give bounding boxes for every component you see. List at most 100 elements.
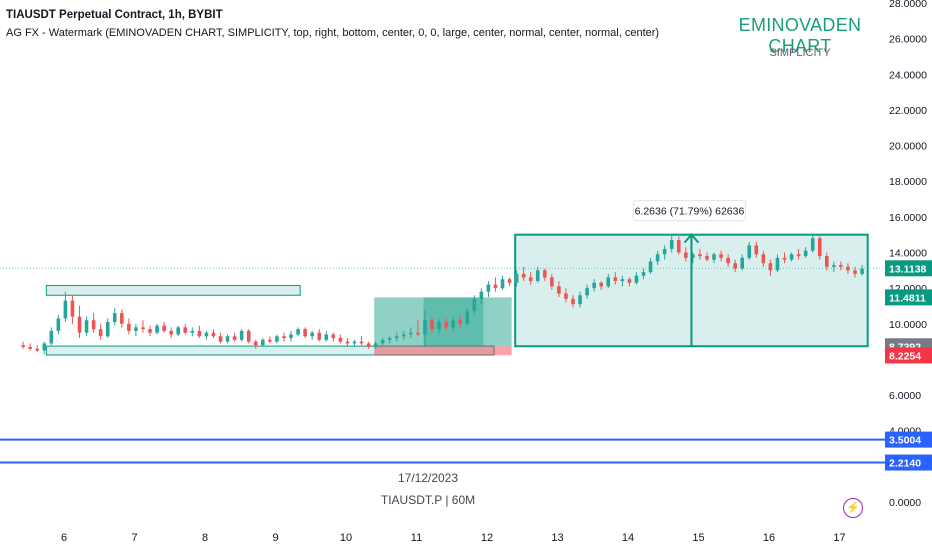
candle <box>620 279 625 282</box>
candle <box>641 272 646 276</box>
candle <box>493 284 498 289</box>
measure-label-box <box>632 200 746 222</box>
x-tick-label: 6 <box>61 532 67 544</box>
x-tick-label: 12 <box>481 532 493 544</box>
candle <box>42 343 47 351</box>
candle <box>698 254 702 257</box>
candle <box>91 320 96 330</box>
candle <box>437 322 441 330</box>
candle <box>77 316 82 333</box>
candle <box>359 341 364 344</box>
y-tick-label: 20.0000 <box>889 141 927 153</box>
candle <box>430 320 434 330</box>
x-tick-label: 14 <box>622 532 634 544</box>
candle <box>112 313 117 323</box>
candle <box>578 295 582 305</box>
candle <box>655 254 660 262</box>
candle <box>35 348 40 351</box>
position-loss-box[interactable] <box>374 346 512 356</box>
candle <box>472 298 477 312</box>
candle <box>105 322 110 337</box>
x-tick-label: 9 <box>272 532 278 544</box>
candle <box>754 245 759 255</box>
candle <box>190 330 195 333</box>
candle <box>338 338 343 342</box>
measure-label: 6.2636 (71.79%) 62636 <box>635 206 745 218</box>
y-tick-label: 24.0000 <box>889 69 927 81</box>
candle <box>486 284 491 292</box>
candle <box>204 332 209 337</box>
x-tick-label: 13 <box>551 532 563 544</box>
candle <box>282 336 286 339</box>
candle <box>691 254 695 258</box>
y-tick-label: 18.0000 <box>889 176 927 188</box>
candle <box>232 336 237 340</box>
candle <box>733 263 737 269</box>
candle <box>162 325 166 331</box>
y-tick-label: 16.0000 <box>889 212 927 224</box>
watermark-subtitle: SIMPLICITY <box>769 47 831 59</box>
watermark-date: 17/12/2023 <box>397 471 459 485</box>
candle <box>500 279 505 289</box>
candle <box>56 318 61 331</box>
candle <box>810 238 815 251</box>
candle <box>465 311 470 324</box>
candle <box>535 270 540 282</box>
lightning-bolt-icon[interactable]: ⚡ <box>843 498 863 518</box>
candle <box>853 270 857 274</box>
candle <box>606 277 611 287</box>
candle <box>275 336 279 342</box>
demand-zone[interactable] <box>45 345 495 356</box>
x-tick-label: 10 <box>340 532 352 544</box>
price-axis-label-text: 8.2254 <box>889 350 921 362</box>
candle <box>176 327 181 335</box>
candle <box>98 329 103 337</box>
candle <box>528 277 533 282</box>
candle <box>846 266 850 271</box>
candle <box>712 254 716 260</box>
supply-zone[interactable] <box>45 284 301 296</box>
candle <box>197 330 202 337</box>
candle <box>120 313 124 324</box>
watermark-symbol: TIAUSDT.P | 60M <box>380 493 476 507</box>
candle <box>458 320 463 324</box>
x-tick-label: 7 <box>131 532 137 544</box>
y-tick-label: 14.0000 <box>889 248 927 260</box>
candle <box>423 320 427 335</box>
symbol-title[interactable]: TIAUSDT Perpetual Contract, 1h, BYBIT <box>6 9 223 21</box>
candle <box>246 330 251 342</box>
candle <box>63 300 68 319</box>
candle <box>380 339 385 344</box>
candle <box>70 300 75 317</box>
price-axis-label <box>885 347 932 364</box>
candle <box>373 343 378 347</box>
candle <box>317 332 322 340</box>
measure-arrow-head <box>683 233 700 244</box>
price-axis-label-text: 3.5004 <box>889 435 921 447</box>
candle <box>28 346 32 349</box>
candle <box>479 291 484 299</box>
y-tick-label: 22.0000 <box>889 105 927 117</box>
price-axis-label-text: 2.2140 <box>889 458 921 470</box>
candle <box>366 343 371 347</box>
candle <box>803 250 808 257</box>
candle <box>239 330 244 340</box>
x-tick-label: 15 <box>692 532 704 544</box>
price-axis-label <box>885 289 932 306</box>
candle <box>775 257 780 271</box>
candle <box>782 257 787 260</box>
indicator-legend[interactable]: AG FX - Watermark (EMINOVADEN CHART, SIM… <box>6 27 660 39</box>
x-tick-label: 8 <box>202 532 208 544</box>
candle <box>839 264 843 267</box>
candle <box>303 329 307 337</box>
candle <box>296 329 300 335</box>
candle <box>796 254 801 257</box>
candle <box>127 323 131 331</box>
candle <box>705 256 709 260</box>
candle <box>557 286 561 294</box>
candle <box>310 332 314 337</box>
candle <box>507 279 512 283</box>
candle <box>21 345 25 347</box>
candle <box>719 254 723 258</box>
